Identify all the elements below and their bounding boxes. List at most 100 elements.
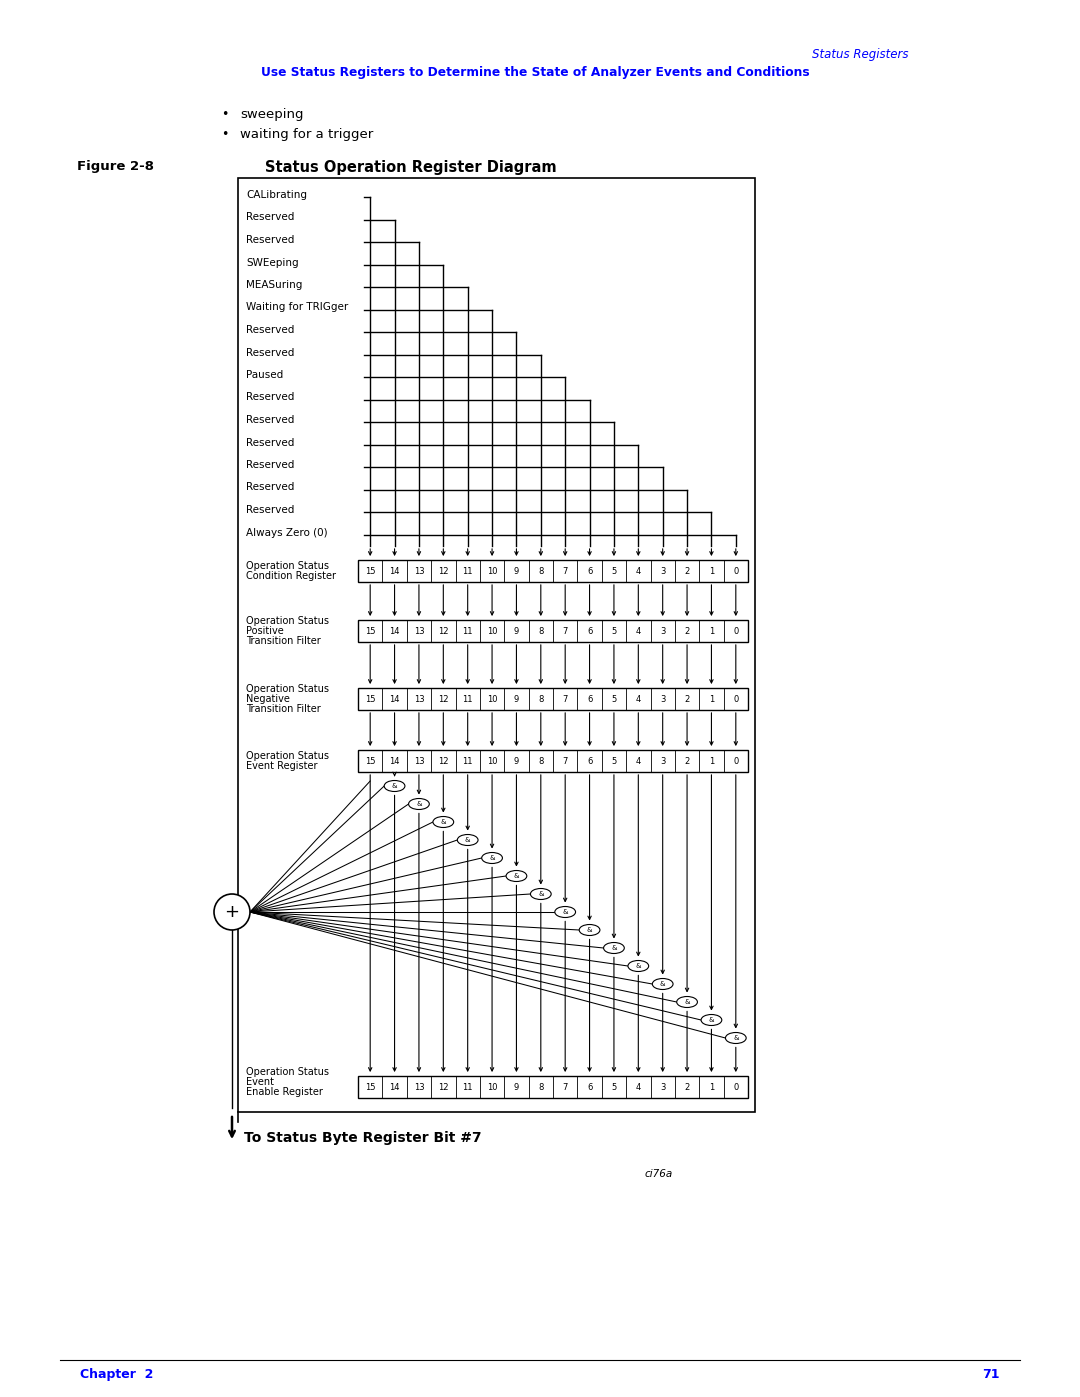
Text: 12: 12 — [438, 1083, 448, 1091]
Text: 12: 12 — [438, 757, 448, 766]
Text: 1: 1 — [708, 694, 714, 704]
Text: &: & — [635, 963, 642, 970]
Text: 14: 14 — [389, 694, 400, 704]
Text: 7: 7 — [563, 757, 568, 766]
Text: 14: 14 — [389, 1083, 400, 1091]
Text: 10: 10 — [487, 626, 497, 636]
Text: sweeping: sweeping — [240, 108, 303, 122]
Ellipse shape — [530, 888, 551, 900]
Circle shape — [214, 894, 249, 930]
Text: 11: 11 — [462, 1083, 473, 1091]
Text: Reserved: Reserved — [246, 437, 295, 447]
Text: 4: 4 — [636, 626, 640, 636]
Text: Waiting for TRIGger: Waiting for TRIGger — [246, 303, 348, 313]
Text: Reserved: Reserved — [246, 482, 295, 493]
Text: 14: 14 — [389, 757, 400, 766]
Text: To Status Byte Register Bit #7: To Status Byte Register Bit #7 — [244, 1132, 482, 1146]
Text: 1: 1 — [708, 1083, 714, 1091]
Ellipse shape — [701, 1014, 721, 1025]
Text: Use Status Registers to Determine the State of Analyzer Events and Conditions: Use Status Registers to Determine the St… — [260, 66, 809, 80]
Text: Status Operation Register Diagram: Status Operation Register Diagram — [265, 161, 556, 175]
Text: &: & — [708, 1017, 714, 1023]
Text: CALibrating: CALibrating — [246, 190, 307, 200]
Ellipse shape — [408, 799, 429, 809]
Text: 0: 0 — [733, 1083, 739, 1091]
Text: &: & — [685, 999, 690, 1004]
Text: Negative: Negative — [246, 694, 289, 704]
Ellipse shape — [507, 870, 527, 882]
Text: 2: 2 — [685, 567, 690, 576]
Text: 3: 3 — [660, 757, 665, 766]
Text: 0: 0 — [733, 567, 739, 576]
Text: 8: 8 — [538, 694, 543, 704]
Text: Transition Filter: Transition Filter — [246, 636, 321, 645]
Text: 5: 5 — [611, 694, 617, 704]
Text: 9: 9 — [514, 626, 519, 636]
Text: 3: 3 — [660, 626, 665, 636]
Text: 4: 4 — [636, 567, 640, 576]
Text: Operation Status: Operation Status — [246, 616, 329, 626]
Ellipse shape — [555, 907, 576, 918]
Bar — [238, 177, 755, 1112]
Ellipse shape — [457, 834, 478, 845]
Text: Operation Status: Operation Status — [246, 752, 329, 761]
Bar — [357, 750, 748, 773]
Text: Figure 2-8: Figure 2-8 — [77, 161, 154, 173]
Bar — [357, 1076, 748, 1098]
Text: 8: 8 — [538, 567, 543, 576]
Text: 13: 13 — [414, 757, 424, 766]
Text: Reserved: Reserved — [246, 212, 295, 222]
Text: 13: 13 — [414, 626, 424, 636]
Text: 5: 5 — [611, 567, 617, 576]
Text: 6: 6 — [586, 567, 592, 576]
Text: 12: 12 — [438, 567, 448, 576]
Ellipse shape — [652, 978, 673, 989]
Text: &: & — [563, 909, 568, 915]
Text: 8: 8 — [538, 757, 543, 766]
Text: 13: 13 — [414, 694, 424, 704]
Text: 14: 14 — [389, 626, 400, 636]
Text: 6: 6 — [586, 757, 592, 766]
Text: ci76a: ci76a — [645, 1169, 673, 1179]
Text: 2: 2 — [685, 626, 690, 636]
Text: 11: 11 — [462, 694, 473, 704]
Text: 3: 3 — [660, 1083, 665, 1091]
Text: Reserved: Reserved — [246, 393, 295, 402]
Text: 0: 0 — [733, 626, 739, 636]
Ellipse shape — [726, 1032, 746, 1044]
Text: 10: 10 — [487, 1083, 497, 1091]
Text: Reserved: Reserved — [246, 460, 295, 469]
Text: 9: 9 — [514, 694, 519, 704]
Bar — [357, 687, 748, 710]
Text: 2: 2 — [685, 694, 690, 704]
Text: 7: 7 — [563, 567, 568, 576]
Text: •: • — [221, 129, 229, 141]
Text: 15: 15 — [365, 1083, 376, 1091]
Text: SWEeping: SWEeping — [246, 257, 299, 267]
Text: &: & — [733, 1035, 739, 1041]
Text: 3: 3 — [660, 567, 665, 576]
Text: Positive: Positive — [246, 626, 284, 636]
Text: Reserved: Reserved — [246, 326, 295, 335]
Text: 9: 9 — [514, 567, 519, 576]
Bar — [357, 620, 748, 643]
Text: 4: 4 — [636, 757, 640, 766]
Ellipse shape — [604, 943, 624, 954]
Text: 13: 13 — [414, 1083, 424, 1091]
Text: 10: 10 — [487, 694, 497, 704]
Text: &: & — [464, 837, 471, 842]
Text: •: • — [221, 108, 229, 122]
Ellipse shape — [433, 816, 454, 827]
Text: 2: 2 — [685, 757, 690, 766]
Text: 12: 12 — [438, 626, 448, 636]
Text: Status Registers: Status Registers — [812, 47, 908, 61]
Text: &: & — [586, 928, 592, 933]
Ellipse shape — [627, 961, 649, 971]
Text: &: & — [441, 819, 446, 826]
Text: Reserved: Reserved — [246, 348, 295, 358]
Text: 15: 15 — [365, 694, 376, 704]
Text: 8: 8 — [538, 1083, 543, 1091]
Text: Operation Status: Operation Status — [246, 685, 329, 694]
Text: Event: Event — [246, 1077, 274, 1087]
Text: Chapter  2: Chapter 2 — [80, 1368, 153, 1382]
